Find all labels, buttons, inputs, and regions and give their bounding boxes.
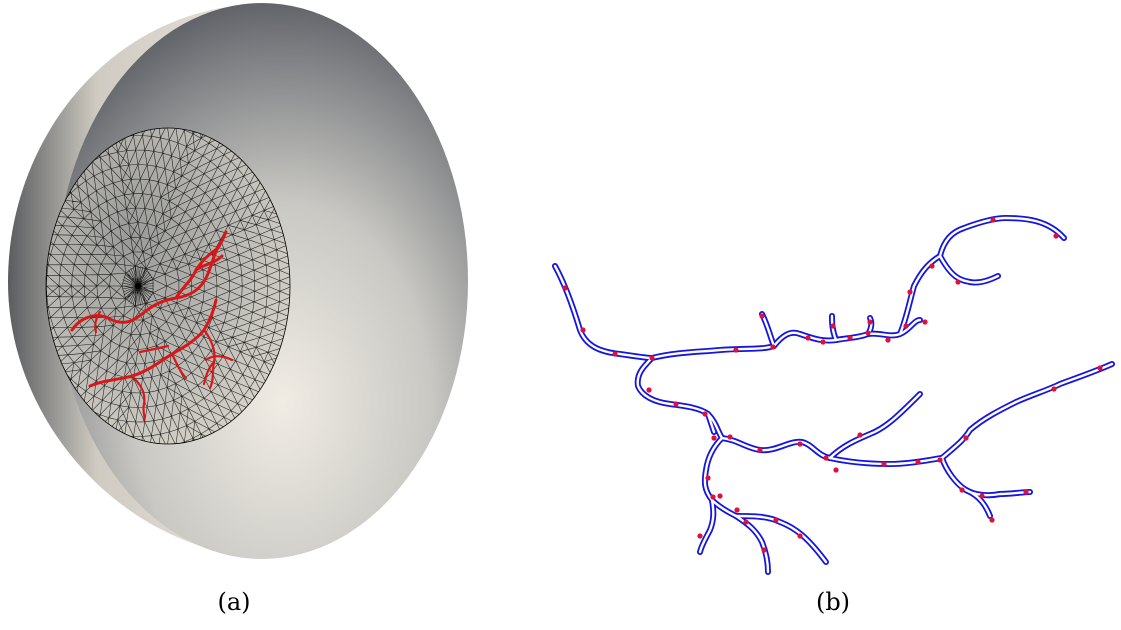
vessel-2d-lumen bbox=[938, 254, 1000, 284]
vessel-3d-segment bbox=[170, 352, 188, 380]
vessel-node bbox=[743, 519, 749, 525]
mesh-center-node bbox=[135, 283, 141, 289]
vessel-3d-segment bbox=[174, 230, 228, 300]
vessel-node bbox=[711, 435, 717, 441]
vessel-node bbox=[797, 441, 803, 447]
vessel-node bbox=[881, 461, 887, 467]
vessel-2d-lumen bbox=[703, 436, 738, 518]
vessel-node bbox=[797, 533, 803, 539]
vessel-node bbox=[734, 507, 740, 513]
retina-disk-outline bbox=[45, 127, 291, 445]
vessel-node bbox=[857, 432, 863, 438]
vessel-node bbox=[805, 335, 811, 341]
vessel-node bbox=[1053, 233, 1059, 239]
vessel-2d-lumen bbox=[898, 216, 1066, 336]
vessel-node bbox=[823, 455, 829, 461]
vessel-node bbox=[646, 387, 652, 393]
vessel-3d-segment bbox=[194, 254, 224, 272]
vessel-node bbox=[833, 467, 839, 473]
vessel-node bbox=[915, 459, 921, 465]
vessel-node bbox=[705, 475, 711, 481]
vessel-node bbox=[1097, 365, 1103, 371]
caption-b: (b) bbox=[815, 588, 851, 616]
vessel-node bbox=[673, 401, 679, 407]
vessel-2d-outer-wall bbox=[939, 455, 1033, 499]
vessel-3d-segment bbox=[138, 344, 170, 354]
vessel-node bbox=[702, 411, 708, 417]
vessel-node bbox=[903, 323, 909, 329]
vessel-node bbox=[717, 493, 723, 499]
vessel-2d-lumen bbox=[734, 514, 828, 564]
vessel-node bbox=[757, 447, 763, 453]
vessel-2d-lumen bbox=[553, 264, 654, 360]
vessel-2d-outer-wall bbox=[552, 263, 655, 361]
vessel-node bbox=[1051, 386, 1057, 392]
hemisphere-rim bbox=[8, 4, 262, 558]
caption-a: (a) bbox=[217, 588, 251, 616]
vessel-node bbox=[937, 457, 943, 463]
vessel-node bbox=[847, 335, 853, 341]
vessel-node bbox=[710, 494, 716, 500]
vessel-3d-segment bbox=[70, 242, 222, 332]
vessel-node bbox=[865, 330, 871, 336]
vessel-node bbox=[820, 339, 826, 345]
vessel-node bbox=[990, 217, 996, 223]
vessel-node bbox=[979, 493, 985, 499]
vessel-node bbox=[612, 351, 618, 357]
vessel-node bbox=[955, 279, 961, 285]
vessel-2d-lumen bbox=[760, 312, 776, 348]
vessel-node bbox=[761, 547, 767, 553]
vessel-node bbox=[885, 337, 891, 343]
vessel-node bbox=[697, 533, 703, 539]
vessel-node bbox=[649, 355, 655, 361]
vessel-2d-lumen bbox=[698, 498, 715, 554]
vessel-node bbox=[989, 517, 995, 523]
vessel-nodes bbox=[562, 217, 1103, 553]
vessel-2d-outer-wall bbox=[897, 215, 1067, 337]
vessel-node bbox=[907, 289, 913, 295]
vessel-node bbox=[770, 344, 776, 350]
vessel-node bbox=[759, 313, 765, 319]
vessel-2d-lumen bbox=[828, 456, 944, 466]
vessel-node bbox=[773, 517, 779, 523]
vessel-3d-segment bbox=[130, 374, 146, 422]
panel-a-eye-model bbox=[8, 3, 468, 559]
vessel-2d-lumen bbox=[828, 392, 922, 460]
vessel-node bbox=[580, 327, 586, 333]
vessel-2d-lumen bbox=[940, 362, 1114, 460]
vessel-node bbox=[963, 435, 969, 441]
mesh-edges bbox=[46, 128, 290, 444]
vessel-node bbox=[922, 319, 928, 325]
vessel-node bbox=[830, 323, 836, 329]
vessel-tree-2d bbox=[552, 215, 1115, 575]
triangular-mesh bbox=[46, 128, 290, 444]
vessel-node bbox=[733, 347, 739, 353]
vessel-2d-lumen bbox=[720, 436, 832, 460]
vessel-node bbox=[727, 434, 733, 440]
vessel-node bbox=[929, 263, 935, 269]
retina-disk bbox=[46, 128, 290, 444]
vessel-3d-segment bbox=[204, 355, 234, 362]
panel-b-vessel-tree bbox=[552, 215, 1115, 575]
retinal-vessel-network-3d bbox=[70, 230, 234, 422]
vessel-node bbox=[562, 285, 568, 291]
vessel-node bbox=[1023, 489, 1029, 495]
vessel-3d-segment bbox=[94, 310, 102, 334]
vessel-2d-lumen bbox=[706, 412, 716, 434]
vessel-2d-outer-wall bbox=[939, 361, 1115, 461]
vessel-2d-lumen bbox=[636, 356, 724, 440]
vessel-node bbox=[867, 319, 873, 325]
vessel-2d-lumen bbox=[964, 488, 992, 518]
vessel-node bbox=[959, 487, 965, 493]
vessel-3d-segment bbox=[202, 360, 216, 386]
